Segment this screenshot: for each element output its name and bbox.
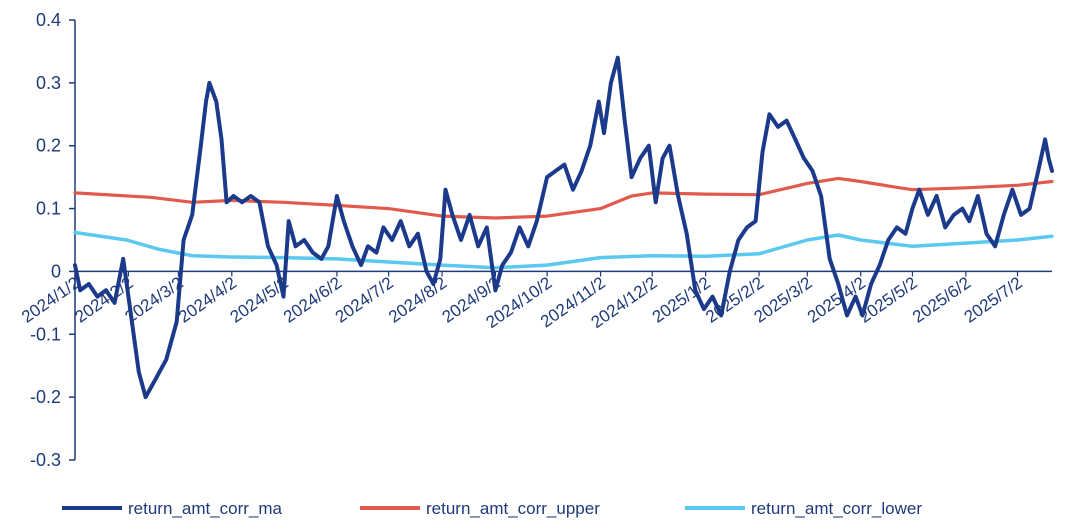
x-tick-label: 2025/1/2 <box>649 273 714 327</box>
y-tick-label: -0.1 <box>30 324 61 344</box>
y-tick-label: -0.2 <box>30 387 61 407</box>
x-tick-label: 2024/5/2 <box>227 273 292 327</box>
x-tick-label: 2025/6/2 <box>909 273 974 327</box>
series-line-return_amt_corr_ma <box>73 55 1054 400</box>
legend-label: return_amt_corr_lower <box>751 499 922 518</box>
y-tick-label: 0.3 <box>36 73 61 93</box>
x-tick-label: 2024/6/2 <box>280 273 345 327</box>
y-tick-label: 0 <box>51 261 61 281</box>
legend: return_amt_corr_ma return_amt_corr_upper r… <box>62 499 922 518</box>
y-tick-label: 0.1 <box>36 199 61 219</box>
y-tick-label: 0.2 <box>36 136 61 156</box>
series-line-return_amt_corr_lower <box>73 230 1054 270</box>
axes <box>69 19 1052 461</box>
x-tick-label: 2024/4/2 <box>175 273 240 327</box>
series-lines <box>73 55 1054 400</box>
x-tick-label: 2024/7/2 <box>332 273 397 327</box>
legend-label: return_amt_corr_upper <box>426 499 600 518</box>
series-line-return_amt_corr_upper <box>73 176 1054 220</box>
y-tick-label: 0.4 <box>36 10 61 30</box>
x-tick-label: 2024/8/2 <box>385 273 450 327</box>
x-tick-label: 2025/7/2 <box>961 273 1026 327</box>
y-tick-label: -0.3 <box>30 450 61 470</box>
legend-label: return_amt_corr_ma <box>128 499 283 518</box>
